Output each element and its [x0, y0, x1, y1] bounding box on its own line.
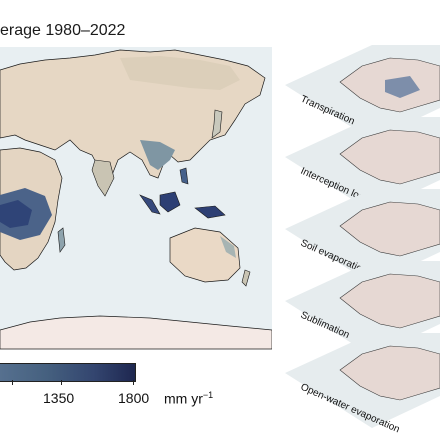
siberia-shading: [120, 56, 240, 90]
layer-landmass: [339, 129, 440, 185]
colorbar-unit-exponent: −1: [202, 390, 214, 400]
colorbar: 1350 1800 mm yr−1: [0, 363, 260, 413]
colorbar-tick: [61, 380, 62, 385]
colorbar-tick-label-1350: 1350: [43, 390, 75, 406]
sumatra: [139, 194, 161, 215]
world-map: [0, 47, 272, 350]
layer-landmass: [339, 273, 440, 329]
layer-open-water-evaporation: Open-water evaporation: [285, 333, 440, 435]
map-title: erage 1980–2022: [0, 22, 126, 39]
colorbar-gradient: [0, 363, 136, 382]
india: [91, 159, 115, 197]
colorbar-unit: mm yr−1: [164, 390, 213, 407]
new-zealand: [241, 269, 251, 287]
colorbar-tick: [133, 380, 134, 385]
africa-tropical-core: [0, 200, 32, 228]
new-guinea: [194, 205, 226, 219]
antarctica: [0, 315, 272, 350]
colorbar-tick: [12, 380, 13, 385]
colorbar-tick-label-1800: 1800: [118, 390, 150, 406]
layer-landmass-highlight: [385, 76, 420, 98]
borneo: [159, 191, 181, 213]
australia-northeast-wet: [220, 236, 236, 258]
colorbar-unit-prefix: mm yr: [164, 390, 203, 407]
layer-landmass: [339, 201, 440, 257]
layer-landmass: [339, 345, 440, 401]
madagascar: [57, 227, 66, 253]
philippines: [179, 167, 189, 185]
southeast-asia-shading: [140, 140, 175, 170]
japan: [211, 109, 223, 139]
layer-transpiration: Transpiration: [285, 45, 440, 140]
